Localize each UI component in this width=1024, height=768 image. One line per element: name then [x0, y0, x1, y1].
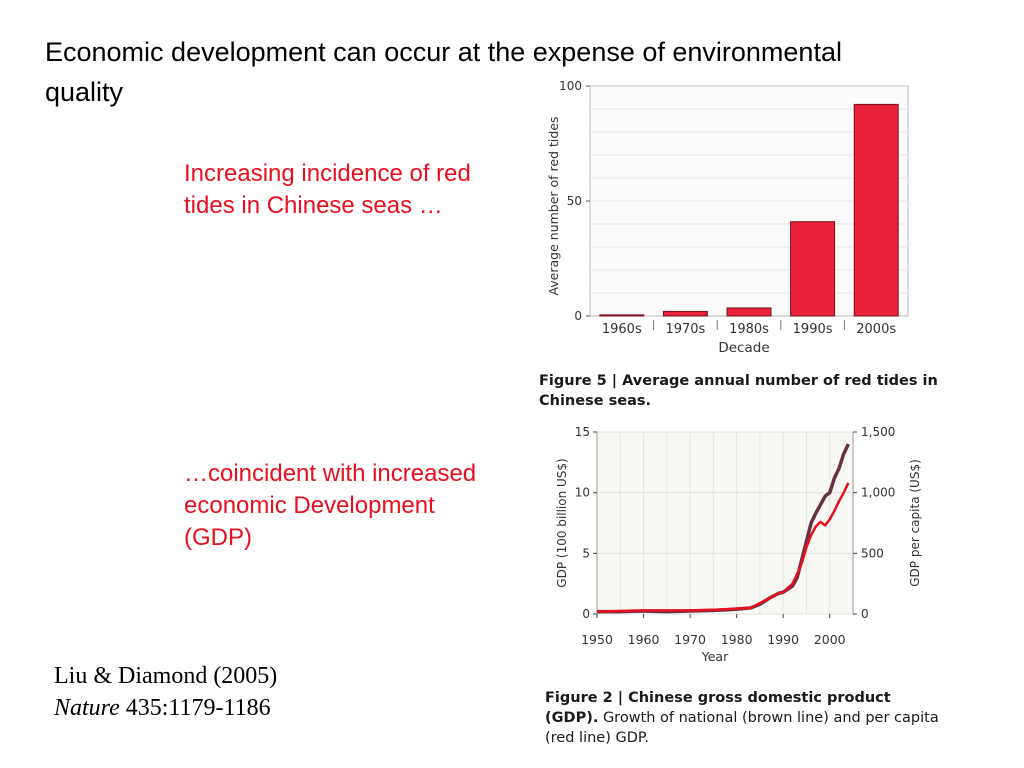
figure2-caption-text: Growth of national (brown line) and per … [545, 710, 939, 746]
figure5-caption: Figure 5 | Average annual number of red … [539, 371, 949, 411]
citation-journal: Nature [54, 695, 120, 721]
line-y-tick-label: 0 [582, 607, 590, 621]
line-y2-tick-label: 500 [861, 546, 884, 560]
citation-volume: 435:1179-1186 [119, 695, 271, 721]
gdp-note: …coincident with increased economic Deve… [184, 460, 477, 551]
bar [599, 314, 645, 317]
bar [726, 307, 772, 317]
bar-x-tick-label: 1960s [602, 322, 642, 337]
line-x-tick-label: 1970 [674, 632, 706, 647]
line-x-tick-label: 2000 [814, 632, 846, 647]
slide-title: Economic development can occur at the ex… [45, 37, 842, 107]
bar-y-axis-label: Average number of red tides [546, 116, 561, 295]
bar [853, 103, 899, 317]
figure2-caption-label: Figure 2 | Chinese gross domestic produc… [545, 690, 891, 726]
bar-y-tick-label: 0 [574, 309, 582, 323]
line-x-tick-label: 1950 [581, 632, 613, 647]
bar-y-tick-label: 50 [567, 194, 582, 208]
red-tides-note: Increasing incidence of red tides in Chi… [184, 160, 471, 219]
figure2-caption: Figure 2 | Chinese gross domestic produc… [545, 688, 945, 748]
citation-authors: Liu & Diamond (2005) [54, 663, 278, 689]
bar-x-axis-label: Decade [718, 340, 769, 356]
line-x-tick-label: 1990 [767, 632, 799, 647]
per-capita-gdp-line [596, 482, 850, 613]
line-x-tick-label: 1980 [721, 632, 753, 647]
bar-x-tick-label: 2000s [856, 322, 896, 337]
line-x-axis-label: Year [701, 649, 729, 664]
bar-x-tick-label: 1970s [665, 322, 705, 337]
line-y2-axis-label: GDP per capita (US$) [908, 459, 922, 587]
figure5-caption-label: Figure 5 | [539, 373, 623, 389]
line-y-tick-label: 10 [575, 486, 590, 500]
line-x-tick-label: 1960 [628, 632, 660, 647]
line-y-axis-label: GDP (100 billion US$) [555, 458, 569, 587]
citation: Liu & Diamond (2005) Nature 435:1179-118… [54, 660, 277, 724]
line-y-tick-label: 15 [575, 425, 590, 439]
bar [790, 221, 836, 317]
line-y2-tick-label: 0 [861, 607, 869, 621]
bar-y-tick-label: 100 [559, 79, 582, 93]
figure5-caption-text: Average annual number of red tides in Ch… [539, 373, 938, 409]
bar-x-tick-label: 1980s [729, 322, 769, 337]
line-y-tick-label: 5 [582, 546, 590, 560]
bar-x-tick-label: 1990s [793, 322, 833, 337]
line-plot-area [596, 431, 854, 615]
citation-reference: Nature 435:1179-1186 [54, 692, 277, 724]
bar [662, 310, 708, 317]
line-y2-tick-label: 1,500 [861, 425, 895, 439]
line-y2-tick-label: 1,000 [861, 486, 895, 500]
